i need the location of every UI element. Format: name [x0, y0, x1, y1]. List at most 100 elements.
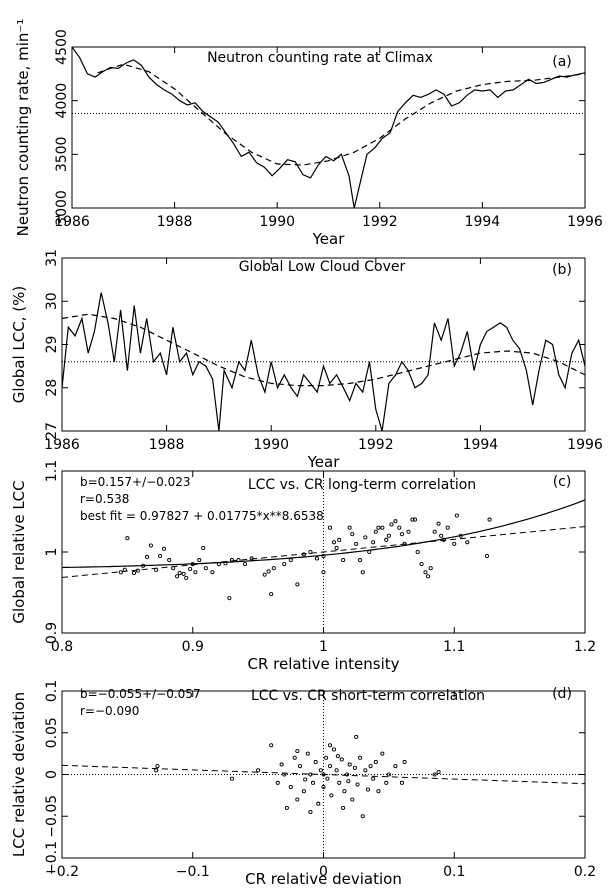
data-point	[155, 764, 160, 769]
data-point	[360, 570, 365, 575]
data-point	[269, 743, 274, 748]
x-tick-label: 1996	[567, 214, 603, 230]
x-tick-label: 1990	[253, 437, 289, 453]
panel-letter: (a)	[552, 54, 572, 70]
y-tick-label: 0	[44, 770, 60, 779]
data-point	[249, 556, 254, 561]
data-point	[262, 572, 267, 577]
data-point	[452, 541, 457, 546]
y-axis-label: Neutron counting rate, min⁻¹	[14, 19, 32, 237]
data-point	[282, 562, 287, 567]
data-point	[284, 805, 289, 810]
data-point	[384, 780, 389, 785]
data-point	[308, 772, 313, 777]
data-point	[295, 749, 300, 754]
data-point	[393, 519, 398, 524]
data-point	[308, 810, 313, 815]
panel-c: 0.8 0.9 1 1.1 1.20.911.1CR relative intensit…	[10, 460, 596, 673]
data-point	[148, 543, 153, 548]
data-point	[256, 768, 261, 773]
data-point	[373, 529, 378, 534]
data-line	[62, 292, 585, 431]
data-point	[441, 537, 446, 542]
data-point	[436, 521, 441, 526]
panel-title: LCC vs. CR long-term correlation	[248, 477, 476, 493]
data-point	[402, 759, 407, 765]
x-tick-label: −0.1	[176, 864, 210, 880]
annotation: best fit = 0.97827 + 0.01775*x**8.6538	[80, 509, 324, 523]
x-tick-label: 1990	[259, 214, 295, 230]
data-point	[397, 525, 402, 530]
data-point	[410, 517, 415, 522]
x-tick-label: 1.1	[443, 639, 465, 655]
data-point	[445, 525, 450, 530]
x-axis-label: CR relative intensity	[247, 655, 399, 673]
data-point	[419, 562, 424, 567]
x-tick-label: 1992	[358, 437, 394, 453]
data-point	[334, 545, 339, 551]
data-point	[399, 532, 405, 537]
data-point	[436, 769, 441, 775]
data-point	[341, 805, 346, 810]
data-point	[415, 549, 420, 555]
data-point	[386, 772, 391, 777]
data-point	[171, 566, 176, 571]
data-point	[122, 567, 127, 572]
data-point	[223, 561, 228, 566]
x-tick-label: 1.2	[574, 639, 596, 655]
data-point	[412, 517, 418, 522]
data-point	[465, 540, 470, 545]
data-point	[135, 568, 140, 573]
data-point	[458, 533, 463, 538]
panel-letter: (b)	[552, 262, 572, 278]
y-tick-label: −0.1	[44, 841, 60, 875]
plot-area	[62, 734, 585, 819]
x-tick-label: 1	[319, 639, 328, 655]
data-point	[368, 764, 373, 769]
data-point	[282, 772, 287, 777]
data-point	[288, 558, 293, 563]
data-point	[484, 554, 489, 559]
data-point	[161, 546, 167, 551]
data-point	[428, 566, 433, 571]
data-point	[236, 558, 241, 563]
data-point	[310, 780, 316, 785]
data-point	[295, 582, 300, 587]
data-point	[346, 779, 351, 784]
data-point	[141, 563, 146, 568]
data-point	[367, 549, 372, 555]
data-point	[154, 768, 159, 773]
y-axis-label: LCC relative deviation	[10, 692, 28, 857]
data-point	[376, 789, 381, 794]
y-axis-label: Global relative LCC	[10, 480, 28, 623]
data-point	[341, 558, 346, 563]
data-point	[216, 562, 221, 567]
data-point	[399, 780, 405, 785]
panel-letter: (c)	[553, 474, 572, 490]
y-tick-label: 3000	[54, 190, 70, 226]
panel-title: Global Low Cloud Cover	[239, 259, 406, 275]
annotation: r=−0.090	[80, 704, 139, 718]
data-point	[275, 780, 280, 785]
data-point	[439, 533, 444, 538]
data-point	[393, 764, 398, 769]
data-point	[358, 558, 363, 563]
data-point	[269, 592, 274, 597]
best-fit-curve	[62, 499, 585, 569]
linear-fit-line	[62, 526, 585, 578]
data-point	[386, 533, 391, 538]
x-tick-label: 1986	[44, 437, 80, 453]
y-tick-label: 27	[44, 422, 60, 440]
data-point	[423, 570, 428, 575]
data-point	[487, 517, 492, 522]
data-point	[167, 558, 172, 563]
annotation: r=0.538	[80, 492, 129, 506]
data-point	[181, 571, 186, 576]
data-point	[324, 755, 329, 760]
x-tick-label: 1988	[149, 437, 185, 453]
data-point	[342, 789, 347, 794]
data-point	[354, 541, 359, 546]
data-point	[318, 768, 323, 773]
